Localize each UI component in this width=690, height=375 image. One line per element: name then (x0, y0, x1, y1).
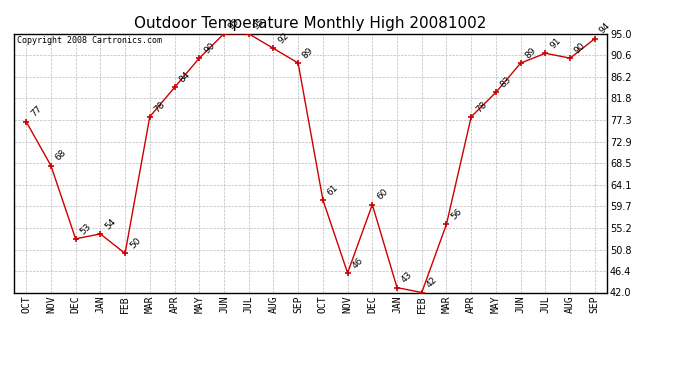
Text: 90: 90 (202, 41, 217, 56)
Text: 56: 56 (449, 207, 464, 221)
Text: 42: 42 (424, 275, 439, 290)
Text: 91: 91 (548, 36, 562, 51)
Text: 90: 90 (573, 41, 587, 56)
Text: 46: 46 (351, 256, 365, 270)
Text: 94: 94 (598, 21, 612, 36)
Text: 95: 95 (227, 16, 242, 31)
Text: 60: 60 (375, 188, 390, 202)
Text: 77: 77 (29, 104, 43, 119)
Text: 78: 78 (152, 99, 167, 114)
Text: 89: 89 (301, 46, 315, 60)
Text: 68: 68 (54, 148, 68, 163)
Text: 54: 54 (103, 217, 117, 231)
Text: 78: 78 (474, 99, 489, 114)
Text: 53: 53 (79, 222, 93, 236)
Text: 92: 92 (276, 31, 290, 46)
Text: 61: 61 (326, 183, 340, 197)
Title: Outdoor Temperature Monthly High 20081002: Outdoor Temperature Monthly High 2008100… (135, 16, 486, 31)
Text: 95: 95 (251, 16, 266, 31)
Text: Copyright 2008 Cartronics.com: Copyright 2008 Cartronics.com (17, 36, 161, 45)
Text: 84: 84 (177, 70, 192, 85)
Text: 83: 83 (499, 75, 513, 90)
Text: 89: 89 (524, 46, 538, 60)
Text: 50: 50 (128, 236, 142, 250)
Text: 43: 43 (400, 270, 414, 285)
